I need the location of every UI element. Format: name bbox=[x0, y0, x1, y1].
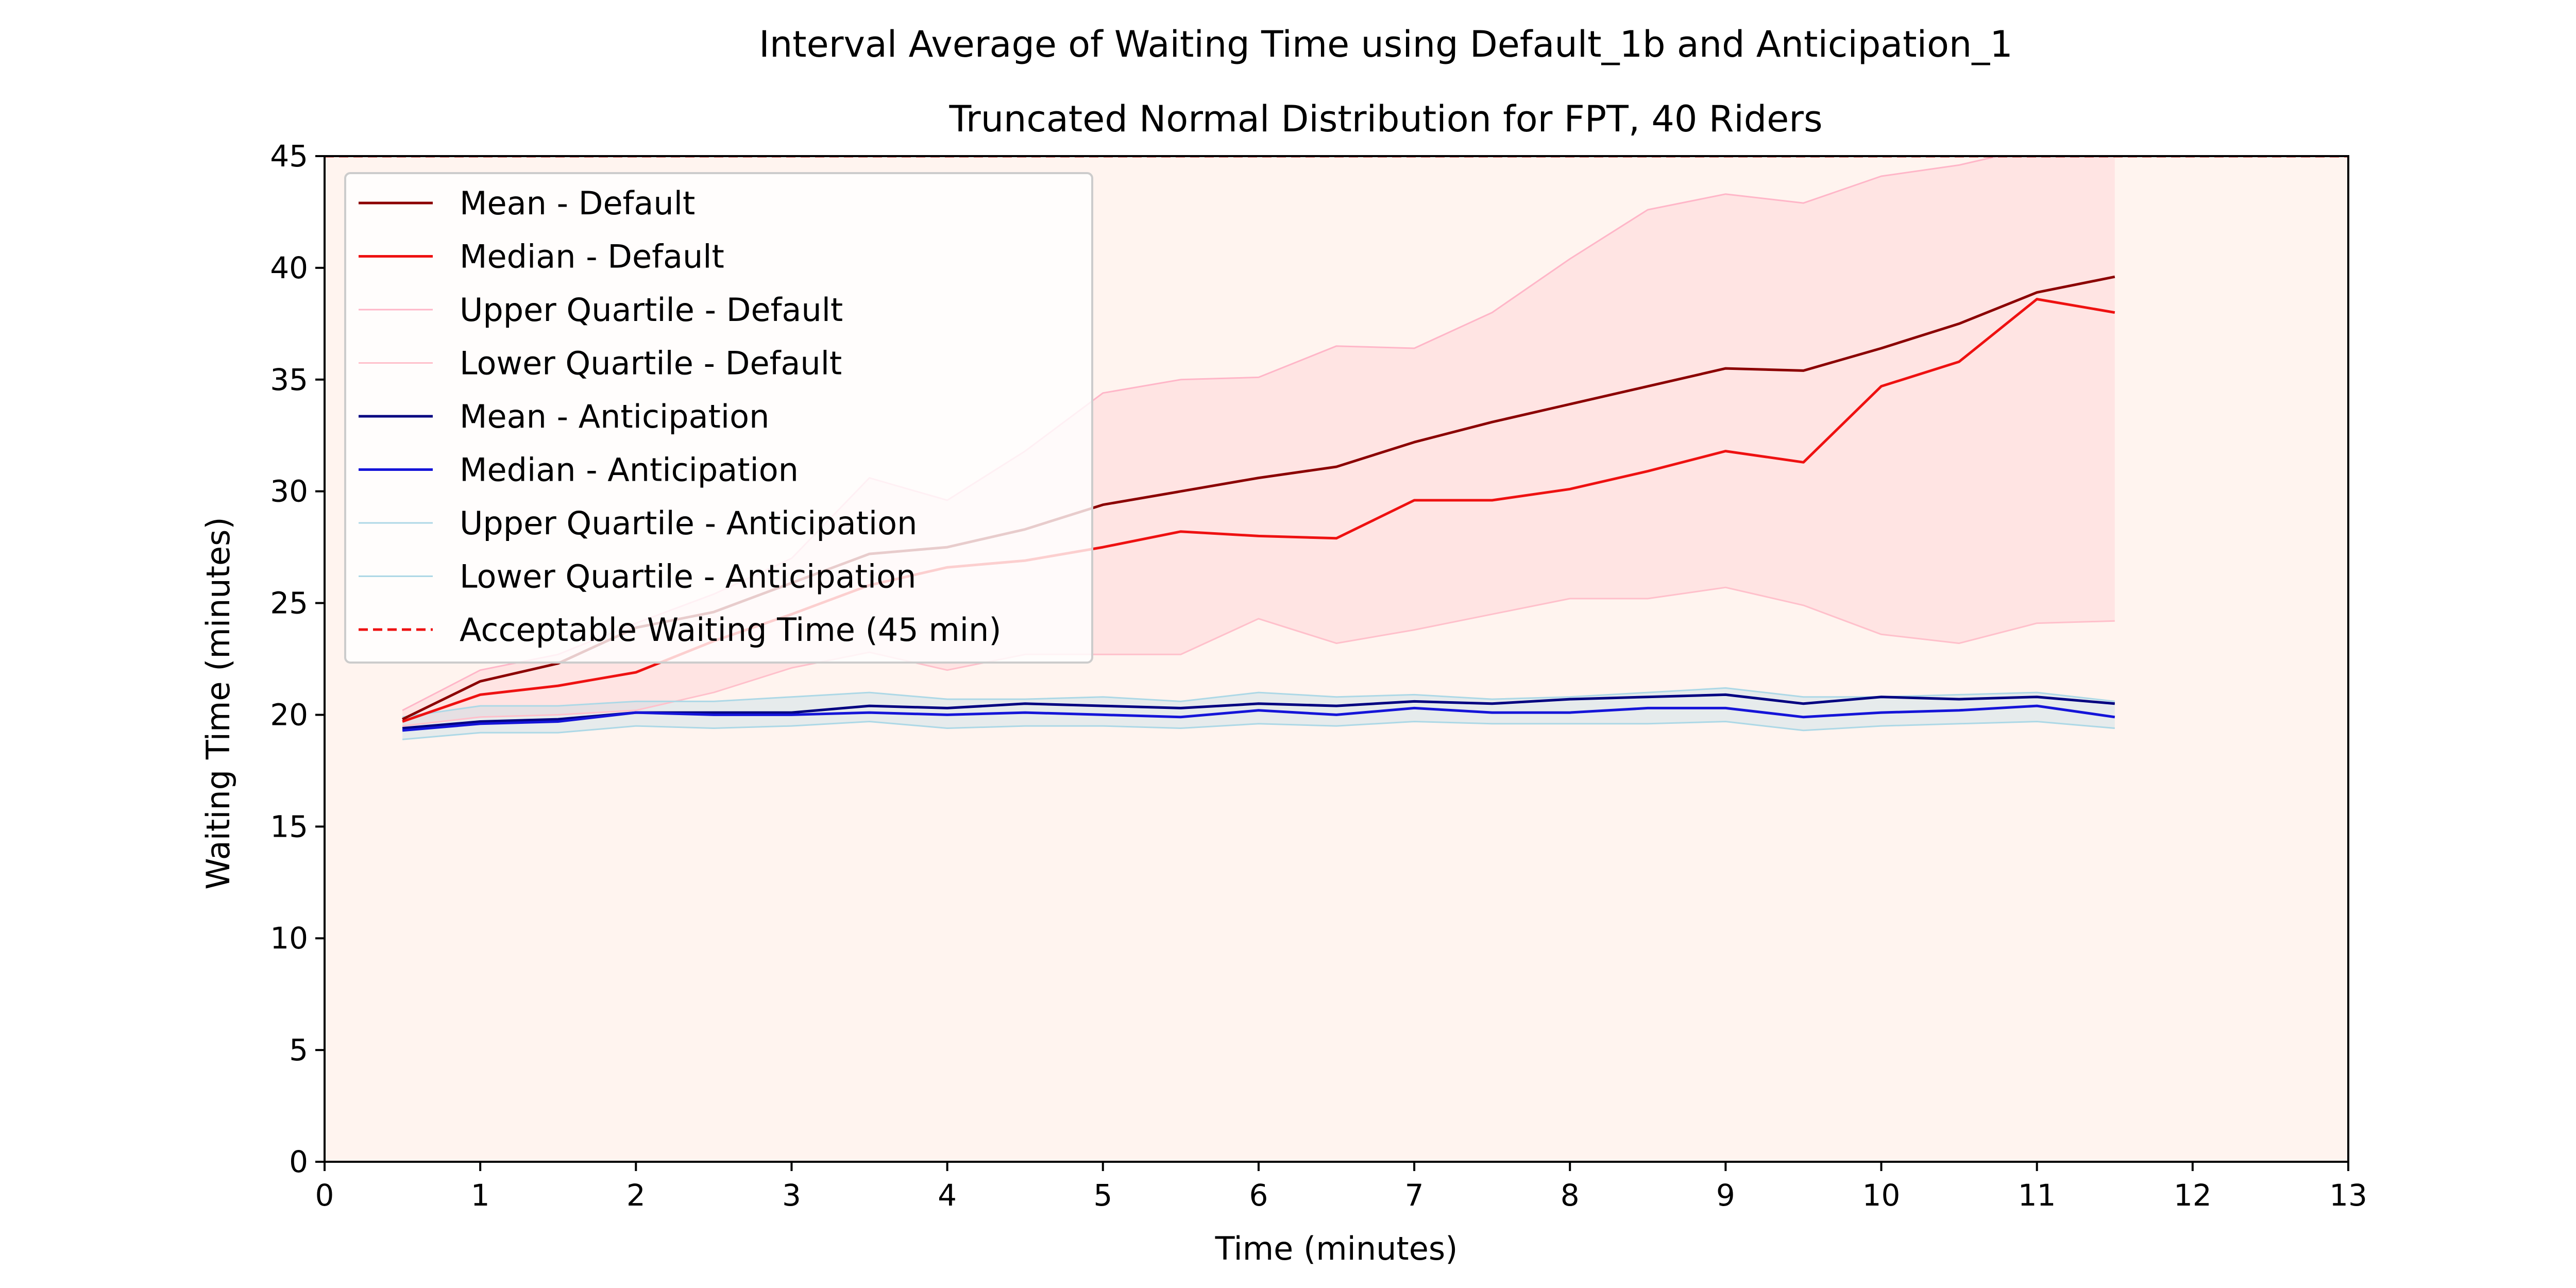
series-line-5 bbox=[402, 704, 2115, 732]
y-tick-label: 5 bbox=[289, 1032, 308, 1067]
legend-label: Median - Anticipation bbox=[460, 451, 799, 489]
legend-label: Acceptable Waiting Time (45 min) bbox=[460, 611, 1002, 649]
x-tick-label: 11 bbox=[2018, 1178, 2056, 1213]
y-tick-label: 10 bbox=[270, 921, 308, 956]
series-line-7 bbox=[402, 721, 2115, 740]
x-tick-label: 12 bbox=[2174, 1178, 2212, 1213]
x-tick-label: 0 bbox=[315, 1178, 334, 1213]
band-1 bbox=[402, 688, 2115, 740]
legend-label: Upper Quartile - Default bbox=[460, 291, 843, 329]
series-line-4 bbox=[402, 693, 2115, 730]
legend-frame bbox=[344, 172, 1093, 664]
legend-label: Lower Quartile - Default bbox=[460, 345, 842, 382]
x-tick-label: 5 bbox=[1093, 1178, 1112, 1213]
legend-label: Upper Quartile - Anticipation bbox=[460, 504, 917, 542]
x-tick-label: 8 bbox=[1561, 1178, 1580, 1213]
series-line-6 bbox=[402, 687, 2115, 718]
y-tick-label: 35 bbox=[270, 362, 308, 397]
x-axis-label: Time (minutes) bbox=[1215, 1230, 1458, 1267]
legend-label: Median - Default bbox=[460, 238, 724, 276]
x-tick-label: 7 bbox=[1405, 1178, 1424, 1213]
y-axis-label: Waiting Time (minutes) bbox=[199, 517, 237, 889]
series-line-3 bbox=[402, 586, 2115, 727]
x-tick-label: 10 bbox=[1862, 1178, 1901, 1213]
y-axis-ticks: 0 5 10 15 20 25 30 35 40 45 bbox=[270, 139, 325, 1179]
y-tick-label: 40 bbox=[270, 250, 308, 285]
x-tick-label: 4 bbox=[938, 1178, 957, 1213]
y-tick-label: 0 bbox=[289, 1144, 308, 1179]
x-axis-ticks: 0 1 2 3 4 5 6 7 8 9 10 11 12 13 bbox=[315, 1162, 2367, 1213]
plot-frame bbox=[324, 155, 2349, 1163]
x-tick-label: 13 bbox=[2329, 1178, 2367, 1213]
y-tick-label: 20 bbox=[270, 697, 308, 732]
legend-label: Mean - Anticipation bbox=[460, 398, 769, 435]
chart-subtitle: Truncated Normal Distribution for FPT, 4… bbox=[948, 98, 1822, 140]
x-tick-label: 3 bbox=[782, 1178, 801, 1213]
x-tick-label: 1 bbox=[471, 1178, 490, 1213]
chart-title: Interval Average of Waiting Time using D… bbox=[759, 23, 2013, 65]
legend: Mean - Default Median - Default Upper Quar… bbox=[344, 172, 1093, 664]
y-tick-label: 45 bbox=[270, 139, 308, 174]
legend-label: Lower Quartile - Anticipation bbox=[460, 558, 916, 596]
y-tick-label: 25 bbox=[270, 586, 308, 621]
x-tick-label: 6 bbox=[1249, 1178, 1268, 1213]
y-tick-label: 30 bbox=[270, 474, 308, 509]
legend-label: Mean - Default bbox=[460, 184, 695, 222]
x-tick-label: 2 bbox=[626, 1178, 646, 1213]
y-tick-label: 15 bbox=[270, 809, 308, 844]
x-tick-label: 9 bbox=[1716, 1178, 1735, 1213]
